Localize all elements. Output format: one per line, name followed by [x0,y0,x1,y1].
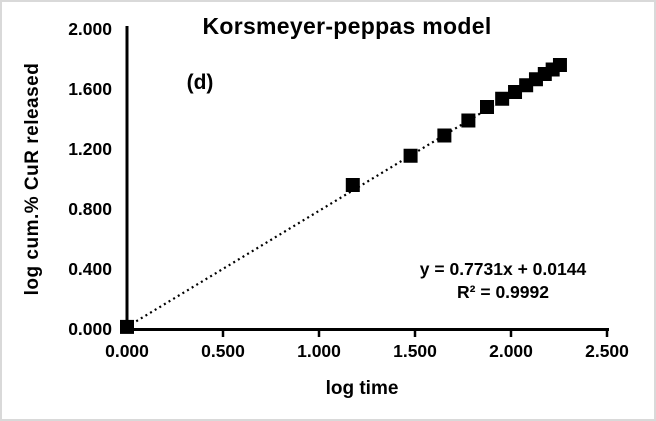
data-point-marker [461,113,476,128]
trendline-r-squared: R² = 0.9992 [457,282,549,302]
x-tick-label: 1.500 [393,341,437,361]
panel-label: (d) [186,71,214,94]
chart-title: Korsmeyer-peppas model [202,13,492,39]
data-point-marker [437,128,452,143]
x-tick-label: 2.000 [489,341,533,361]
data-point-marker [495,91,510,106]
data-point-marker [480,100,494,114]
y-tick-label: 1.600 [68,79,112,99]
data-point-marker [508,85,523,99]
trendline-annotation: y = 0.7731x + 0.0144 R² = 0.9992 [372,258,634,304]
x-tick-label: 1.000 [297,341,341,361]
data-point-marker [120,319,134,334]
x-tick-label: 0.500 [201,341,245,361]
data-point-marker [403,148,418,163]
y-tick-label: 0.000 [68,319,112,339]
trendline-equation: y = 0.7731x + 0.0144 [419,259,587,279]
x-tick-label: 2.500 [585,341,629,361]
y-tick-label: 0.800 [68,199,112,219]
data-point-marker [345,178,360,192]
x-axis-title: log time [325,378,399,399]
y-tick-label: 0.400 [68,259,112,279]
x-tick-label: 0.000 [105,341,149,361]
y-axis-title: log cum.% CuR released [22,62,43,296]
y-tick-label: 1.200 [68,139,112,159]
data-point-marker [552,58,567,72]
y-tick-label: 2.000 [68,19,112,39]
